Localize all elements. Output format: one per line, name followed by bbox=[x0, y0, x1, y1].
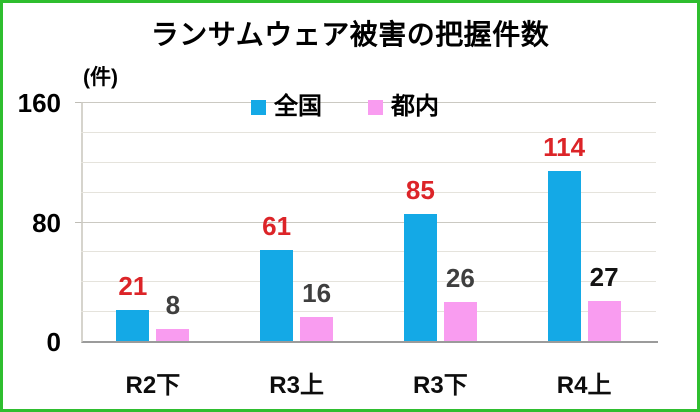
bar-都内-R2下 bbox=[156, 329, 190, 341]
y-axis-unit-label: (件) bbox=[83, 66, 118, 89]
x-axis-category-label: R2下 bbox=[125, 372, 181, 399]
x-axis-category-label: R3下 bbox=[413, 372, 468, 399]
bar-全国-R2下 bbox=[116, 309, 150, 341]
value-label-全国-R3下: 85 bbox=[405, 175, 435, 206]
bar-都内-R3下 bbox=[443, 302, 477, 341]
bar-全国-R4上 bbox=[547, 170, 581, 341]
legend-swatch-blue bbox=[251, 99, 266, 115]
gridline-100 bbox=[81, 191, 656, 193]
gridline-140 bbox=[81, 131, 656, 133]
y-axis-tick-label: 80 bbox=[32, 207, 61, 238]
legend-label: 都内 bbox=[391, 93, 439, 120]
y-axis-tick-label: 160 bbox=[17, 88, 61, 118]
value-label-全国-R3上: 61 bbox=[262, 210, 292, 241]
plot-area bbox=[81, 102, 658, 343]
value-label-都内-R3下: 26 bbox=[445, 263, 475, 294]
value-label-都内-R2下: 8 bbox=[165, 290, 181, 321]
y-axis-tick-label: 0 bbox=[46, 327, 61, 357]
value-label-都内-R3上: 16 bbox=[302, 278, 332, 309]
value-label-都内-R4上: 27 bbox=[589, 261, 619, 292]
x-axis-category-label: R3上 bbox=[269, 372, 324, 399]
bar-全国-R3下 bbox=[403, 214, 437, 341]
legend: 全国 都内 bbox=[251, 93, 439, 121]
x-axis-category-label: R4上 bbox=[556, 372, 612, 399]
gridline-40 bbox=[81, 281, 656, 283]
y-axis-tick-mark bbox=[75, 221, 81, 223]
gridline-20 bbox=[81, 311, 656, 313]
gridline-60 bbox=[81, 251, 656, 253]
legend-label: 全国 bbox=[274, 93, 322, 120]
value-label-全国-R2下: 21 bbox=[118, 270, 148, 301]
bar-都内-R4上 bbox=[587, 300, 621, 341]
y-axis-tick-mark bbox=[75, 102, 81, 103]
legend-swatch-pink bbox=[368, 99, 383, 115]
legend-item-tonai: 都内 bbox=[368, 95, 439, 119]
bar-全国-R3上 bbox=[260, 249, 294, 341]
gridline-120 bbox=[81, 161, 656, 163]
bar-都内-R3上 bbox=[300, 317, 334, 341]
legend-item-zenkoku: 全国 bbox=[251, 95, 322, 119]
chart-title: ランサムウェア被害の把握件数 bbox=[150, 19, 550, 50]
gridline-80 bbox=[81, 221, 656, 223]
value-label-全国-R4上: 114 bbox=[543, 131, 586, 162]
